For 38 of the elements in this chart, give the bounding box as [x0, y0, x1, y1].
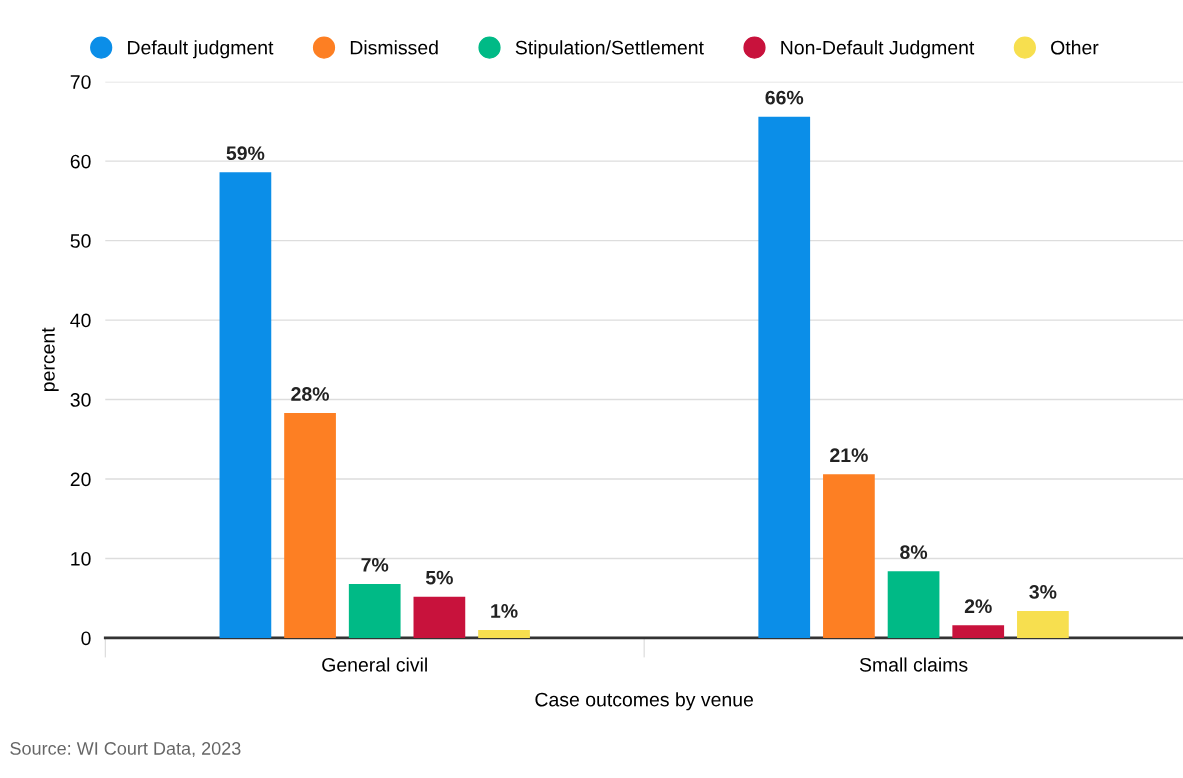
legend-label: Default judgment	[128, 40, 274, 59]
legend-label: Non-Default Judgment	[781, 40, 975, 59]
data-label: 1%	[491, 604, 518, 618]
y-tick-label: 20	[70, 472, 91, 487]
source-note: Source: WI Court Data, 2023	[10, 742, 241, 757]
bar	[887, 571, 940, 638]
x-tick-label: General civil	[322, 657, 427, 672]
data-label: 3%	[1029, 585, 1057, 599]
bar	[413, 596, 466, 638]
x-axis-title: Case outcomes by venue	[535, 692, 753, 711]
data-label: 21%	[830, 448, 868, 463]
bar	[1017, 610, 1069, 638]
y-tick-label: 0	[81, 631, 91, 646]
data-label: 2%	[964, 599, 992, 614]
bar	[952, 625, 1005, 638]
legend-label: Dismissed	[350, 40, 438, 55]
y-tick-label: 50	[70, 234, 91, 248]
x-tick-label: Small claims	[859, 657, 968, 672]
y-tick-label: 70	[70, 75, 91, 89]
y-tick-label: 30	[70, 393, 91, 407]
y-tick-label: 10	[71, 551, 91, 566]
bar	[823, 474, 875, 638]
data-label: 66%	[765, 90, 804, 105]
data-label: 7%	[361, 558, 389, 572]
data-label: 5%	[425, 570, 453, 585]
bar	[219, 172, 272, 638]
legend-label: Other	[1051, 40, 1099, 55]
y-tick-label: 60	[70, 154, 91, 169]
bar	[478, 630, 530, 638]
y-tick-label: 40	[70, 313, 91, 328]
bar	[348, 583, 401, 638]
data-label: 28%	[291, 387, 329, 401]
bar	[758, 116, 811, 638]
legend-label: Stipulation/Settlement	[515, 40, 704, 59]
data-label: 8%	[900, 545, 928, 560]
bar	[284, 413, 336, 638]
data-label: 59%	[226, 146, 265, 161]
y-axis-title: percent	[42, 327, 59, 391]
